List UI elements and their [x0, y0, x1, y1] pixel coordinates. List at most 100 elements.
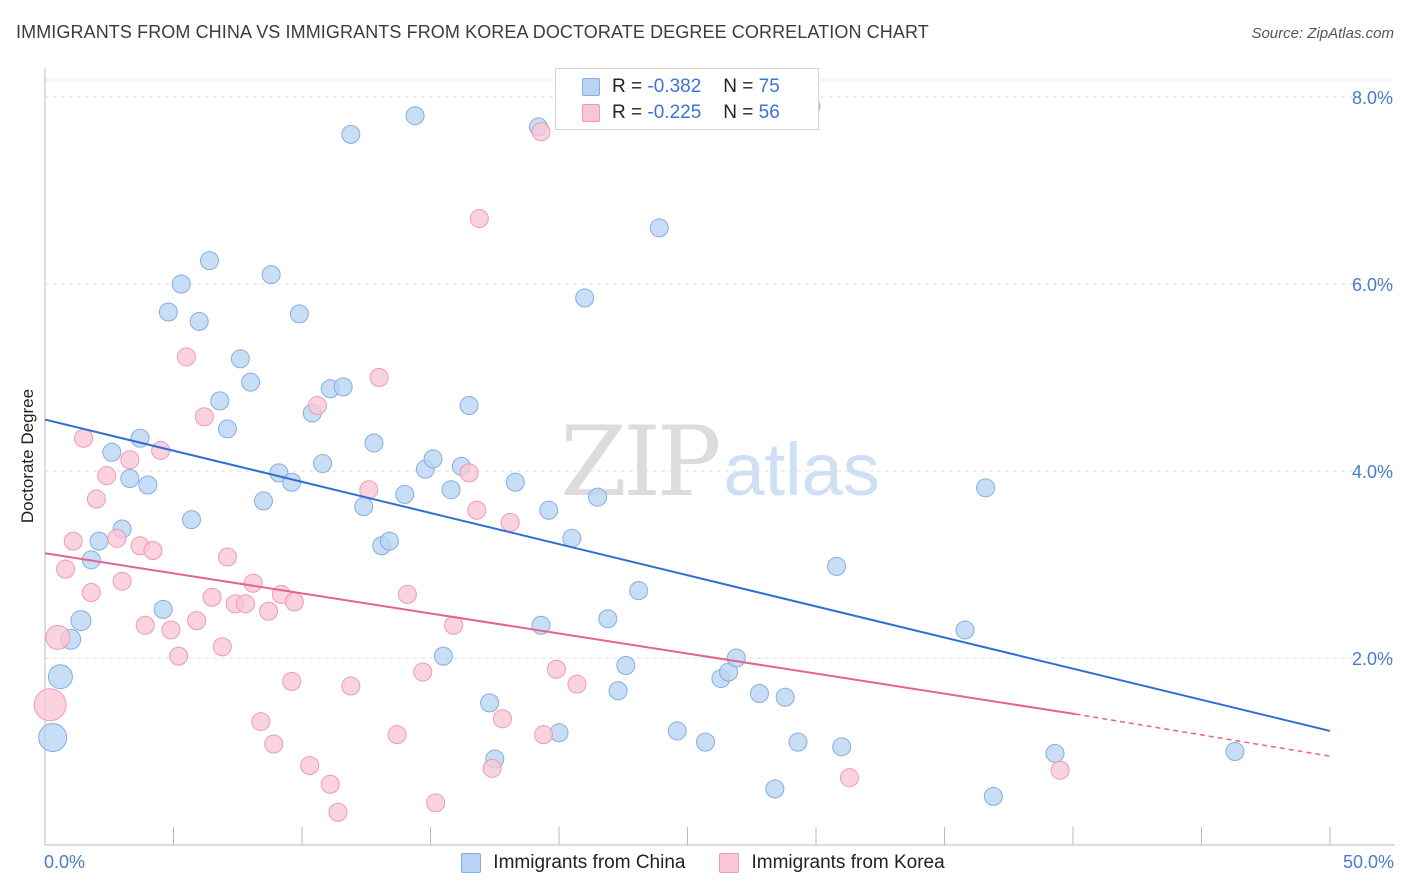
china-point [241, 372, 261, 392]
y-tick-label: 8.0% [1352, 88, 1393, 108]
korea-point [567, 674, 587, 694]
korea-point [120, 450, 140, 470]
korea-swatch [582, 104, 600, 122]
korea-point [107, 528, 127, 548]
china-point [333, 377, 353, 397]
korea-point [259, 601, 279, 621]
china-point [480, 693, 500, 713]
china-n-label: N = [723, 76, 754, 97]
china-point [189, 311, 209, 331]
china-point [158, 302, 178, 322]
china-point [441, 480, 461, 500]
china-point [379, 531, 399, 551]
china-point [38, 722, 68, 752]
legend-item-korea[interactable]: Immigrants from Korea [719, 852, 945, 874]
china-point [261, 265, 281, 285]
korea-point [459, 463, 479, 483]
korea-n-value: 56 [758, 102, 780, 123]
china-point [976, 478, 996, 498]
china-point [102, 442, 122, 462]
china-point [598, 609, 618, 629]
china-point [616, 655, 636, 675]
korea-point [97, 466, 117, 486]
korea-point [369, 368, 389, 387]
korea-point [243, 573, 263, 593]
korea-point [1050, 760, 1070, 780]
china-swatch [582, 78, 600, 96]
korea-point [282, 671, 302, 691]
korea-point [500, 512, 520, 532]
china-point [405, 106, 425, 126]
china-point [827, 556, 847, 576]
china-point [341, 124, 361, 144]
china-point [89, 531, 109, 551]
china-point [1045, 743, 1065, 763]
china-r-label: R = [612, 76, 643, 97]
y-tick-label: 2.0% [1352, 649, 1393, 669]
source-credit: Source: ZipAtlas.com [1251, 25, 1394, 42]
china-trend-line [44, 418, 1331, 732]
korea-point [151, 440, 171, 460]
legend-korea-swatch [719, 853, 740, 873]
korea-points [33, 122, 1070, 822]
korea-point [546, 659, 566, 679]
korea-point [169, 646, 189, 666]
china-point [788, 732, 808, 752]
korea-point [143, 540, 163, 560]
korea-point [212, 637, 232, 657]
korea-n-label: N = [723, 102, 754, 123]
china-point [667, 721, 687, 741]
korea-point [194, 407, 214, 427]
china-point [289, 304, 309, 324]
china-point [210, 391, 230, 411]
korea-point [839, 768, 859, 788]
korea-point [341, 676, 361, 696]
china-point [433, 646, 453, 666]
china-point [282, 472, 302, 492]
china-points [38, 96, 1245, 806]
series-legend: Immigrants from China Immigrants from Ko… [0, 852, 1406, 874]
korea-point [86, 489, 106, 509]
china-point [230, 349, 250, 369]
china-point [354, 497, 374, 517]
korea-point [251, 712, 271, 732]
china-point [539, 500, 559, 520]
korea-point [467, 500, 487, 520]
china-n-value: 75 [758, 76, 780, 97]
china-point [253, 491, 273, 511]
korea-point [300, 756, 320, 776]
china-point [423, 449, 443, 469]
korea-point [264, 734, 284, 754]
korea-point [187, 611, 207, 631]
legend-item-china[interactable]: Immigrants from China [461, 852, 685, 874]
x-tick-min: 0.0% [44, 852, 86, 872]
china-point [608, 681, 628, 701]
china-point [832, 737, 852, 757]
china-point [983, 786, 1003, 806]
china-point [1225, 742, 1245, 761]
korea-point [426, 793, 446, 813]
korea-point [413, 662, 433, 682]
korea-point [202, 587, 222, 607]
gridlines [45, 79, 1395, 659]
stats-row-china: R = -0.382 N = 75 [556, 75, 780, 99]
china-point [649, 218, 669, 238]
china-point [313, 454, 333, 474]
korea-point [469, 209, 489, 229]
korea-point [135, 615, 155, 635]
china-point [70, 610, 92, 632]
korea-r-label: R = [612, 102, 643, 123]
legend-china-swatch [461, 853, 482, 873]
chart-title: IMMIGRANTS FROM CHINA VS IMMIGRANTS FROM… [16, 22, 929, 42]
korea-point [307, 396, 327, 416]
y-tick-label: 4.0% [1352, 462, 1393, 482]
china-point [695, 732, 715, 752]
korea-point [81, 583, 101, 603]
korea-trend-line [44, 552, 1076, 716]
korea-point [235, 594, 255, 614]
china-point [629, 581, 649, 601]
china-point [459, 396, 479, 416]
axes [44, 68, 1395, 846]
x-tick-max: 50.0% [1342, 852, 1394, 872]
